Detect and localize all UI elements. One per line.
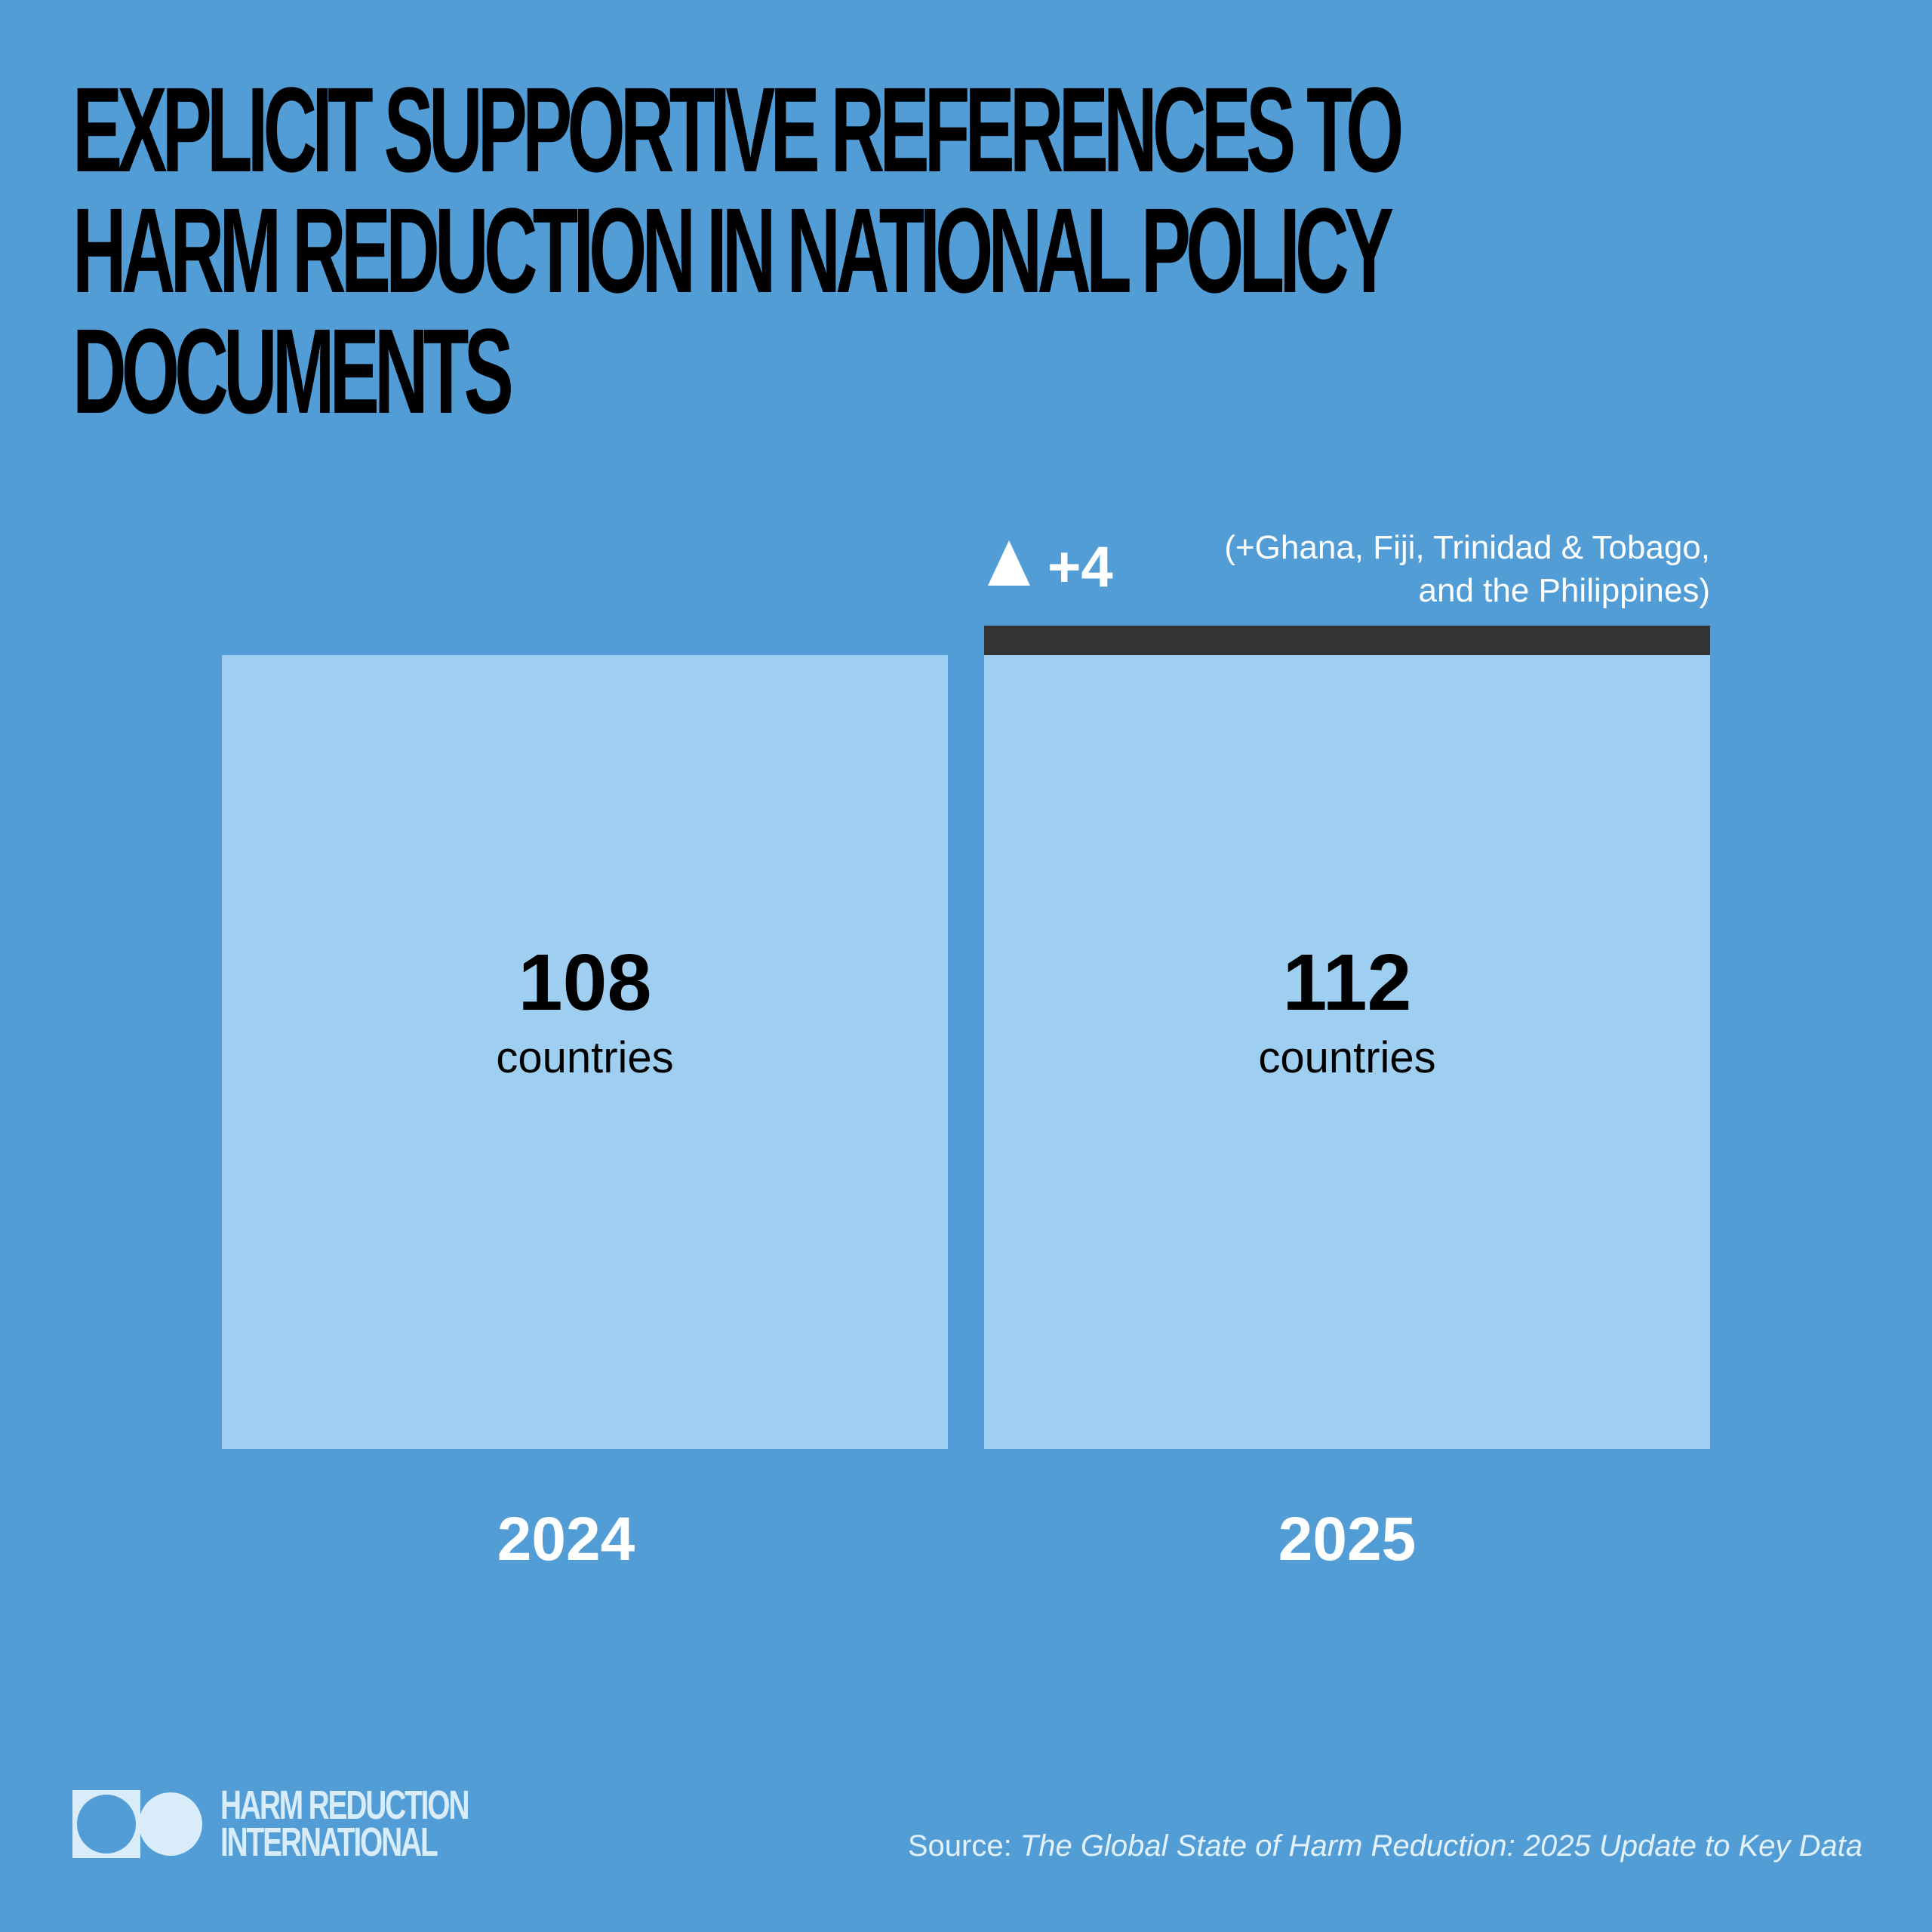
source-citation: Source: The Global State of Harm Reducti… (908, 1829, 1863, 1863)
bar-increase-2025 (984, 626, 1710, 655)
delta-label: +4 (1048, 535, 1113, 599)
bar-unit-label-2024: countries (496, 1033, 673, 1082)
source-prefix: Source: (907, 1829, 1020, 1863)
bars-layer: 108 countries 2024 112 countries 2025 (222, 626, 1710, 1574)
up-triangle-icon (988, 540, 1030, 586)
bar-2025 (984, 655, 1710, 1449)
category-label-2025: 2025 (1278, 1505, 1416, 1574)
category-label-2024: 2024 (497, 1505, 635, 1574)
logo-line-2: INTERNATIONAL (220, 1820, 438, 1865)
title-line-3: DOCUMENTS (72, 303, 514, 438)
delta-note-line-1: (+Ghana, Fiji, Trinidad & Tobago, (1224, 529, 1710, 566)
delta-note-line-2: and the Philippines) (1419, 572, 1710, 609)
title-line-2: HARM REDUCTION IN NATIONAL POLICY (72, 183, 1394, 318)
logo-line-1: HARM REDUCTION (220, 1783, 469, 1828)
bar-value-label-2024: 108 (518, 938, 652, 1027)
two-circles-logo-icon (72, 1790, 202, 1858)
delta-annotation: +4 (+Ghana, Fiji, Trinidad & Tobago, and… (988, 529, 1710, 609)
chart-title: EXPLICIT SUPPORTIVE REFERENCES TO HARM R… (72, 69, 1804, 432)
bar-2024 (222, 655, 948, 1449)
bar-value-label-2025: 112 (1282, 938, 1411, 1027)
title-line-1: EXPLICIT SUPPORTIVE REFERENCES TO (72, 62, 1404, 197)
logo-wordmark: HARM REDUCTION INTERNATIONAL (220, 1783, 469, 1865)
source-title: The Global State of Harm Reduction: 2025… (1020, 1829, 1863, 1863)
bar-unit-label-2025: countries (1258, 1033, 1435, 1082)
